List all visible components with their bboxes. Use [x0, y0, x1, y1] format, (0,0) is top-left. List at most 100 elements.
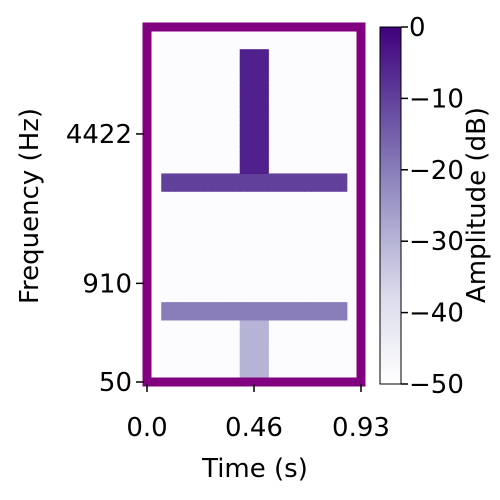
heatmap-cell	[275, 177, 284, 183]
heatmap-cell	[339, 306, 348, 312]
heatmap-cell	[254, 302, 262, 308]
heatmap-cell	[311, 173, 319, 179]
heatmap-cell	[246, 160, 255, 166]
heatmap-cell	[275, 302, 284, 308]
heatmap-cell	[182, 182, 191, 188]
heatmap-cell	[296, 302, 305, 308]
heatmap-cell	[189, 306, 198, 312]
heatmap-cell	[325, 302, 334, 308]
heatmap-cell	[261, 111, 269, 117]
heatmap-cell	[261, 373, 269, 379]
heatmap-cell	[189, 311, 198, 317]
heatmap-cell	[261, 58, 269, 64]
heatmap-cell	[339, 302, 348, 308]
colorbar-tick-label: −30	[409, 227, 464, 257]
heatmap-cell	[254, 350, 262, 356]
heatmap-cell	[211, 177, 219, 183]
heatmap-cell	[261, 93, 269, 99]
heatmap-cell	[254, 306, 262, 312]
heatmap-cell	[261, 342, 269, 348]
heatmap-cell	[311, 182, 319, 188]
heatmap-cell	[239, 346, 248, 352]
heatmap-cell	[232, 302, 241, 308]
heatmap-cell	[318, 186, 326, 192]
heatmap-cell	[332, 315, 341, 321]
heatmap-cell	[254, 115, 262, 121]
x-tick-label: 0.46	[225, 413, 283, 443]
heatmap-cell	[168, 186, 177, 192]
heatmap-cell	[325, 186, 334, 192]
heatmap-cell	[168, 177, 177, 183]
heatmap-cell	[318, 311, 326, 317]
heatmap-cell	[282, 306, 291, 312]
heatmap-cell	[246, 75, 255, 81]
heatmap-cell	[325, 311, 334, 317]
heatmap-cell	[254, 169, 262, 175]
heatmap-cell	[254, 111, 262, 117]
heatmap-cell	[303, 302, 312, 308]
heatmap-cell	[332, 182, 341, 188]
heatmap-cell	[246, 133, 255, 139]
heatmap-cell	[261, 84, 269, 90]
y-axis-ticks: 50 910 4422	[66, 120, 144, 398]
heatmap-cell	[246, 58, 255, 64]
heatmap-cell	[246, 124, 255, 130]
heatmap-cell	[282, 186, 291, 192]
x-axis-ticks: 0.0 0.46 0.93	[126, 384, 390, 443]
heatmap-cell	[318, 302, 326, 308]
heatmap-cell	[182, 186, 191, 192]
heatmap-cell	[239, 53, 248, 59]
heatmap-cell	[325, 173, 334, 179]
heatmap-cell	[239, 49, 248, 55]
heatmap-cell	[211, 311, 219, 317]
heatmap-cell	[311, 177, 319, 183]
heatmap-cell	[332, 311, 341, 317]
heatmap-cell	[246, 66, 255, 72]
colorbar-tick-label: −40	[409, 299, 464, 329]
heatmap-cell	[232, 177, 241, 183]
heatmap-cell	[239, 359, 248, 365]
heatmap-cell	[254, 124, 262, 130]
heatmap-cell	[261, 302, 269, 308]
heatmap-cell	[332, 173, 341, 179]
heatmap-cell	[168, 302, 177, 308]
heatmap-cell	[254, 355, 262, 361]
heatmap-cell	[261, 173, 269, 179]
heatmap-cell	[261, 350, 269, 356]
heatmap-cell	[246, 89, 255, 95]
heatmap-cell	[254, 89, 262, 95]
heatmap-cell	[261, 106, 269, 112]
heatmap-cell	[311, 311, 319, 317]
heatmap-cell	[254, 182, 262, 188]
heatmap-cell	[239, 151, 248, 157]
heatmap-cell	[246, 169, 255, 175]
heatmap-cell	[239, 169, 248, 175]
heatmap-cell	[254, 146, 262, 152]
heatmap-cell	[246, 311, 255, 317]
heatmap-cell	[261, 346, 269, 352]
heatmap-cell	[261, 71, 269, 77]
heatmap-cell	[246, 373, 255, 379]
heatmap-cell	[261, 98, 269, 104]
heatmap-cell	[189, 186, 198, 192]
heatmap-cell	[318, 315, 326, 321]
heatmap-cell	[218, 186, 227, 192]
heatmap-cell	[232, 182, 241, 188]
heatmap-cell	[175, 182, 184, 188]
x-tick-label: 0.0	[126, 413, 167, 443]
heatmap-cell	[239, 66, 248, 72]
heatmap-cell	[303, 173, 312, 179]
heatmap-cell	[289, 302, 298, 308]
heatmap-cell	[218, 173, 227, 179]
heatmap-cell	[204, 311, 212, 317]
heatmap-cell	[261, 80, 269, 86]
heatmap-cell	[339, 311, 348, 317]
heatmap-cell	[175, 306, 184, 312]
heatmap-cell	[239, 319, 248, 325]
heatmap-cell	[246, 350, 255, 356]
heatmap-cell	[218, 177, 227, 183]
heatmap-cell	[239, 58, 248, 64]
colorbar-tick-label: −50	[409, 370, 464, 400]
heatmap-cell	[261, 328, 269, 334]
heatmap-cell	[254, 328, 262, 334]
